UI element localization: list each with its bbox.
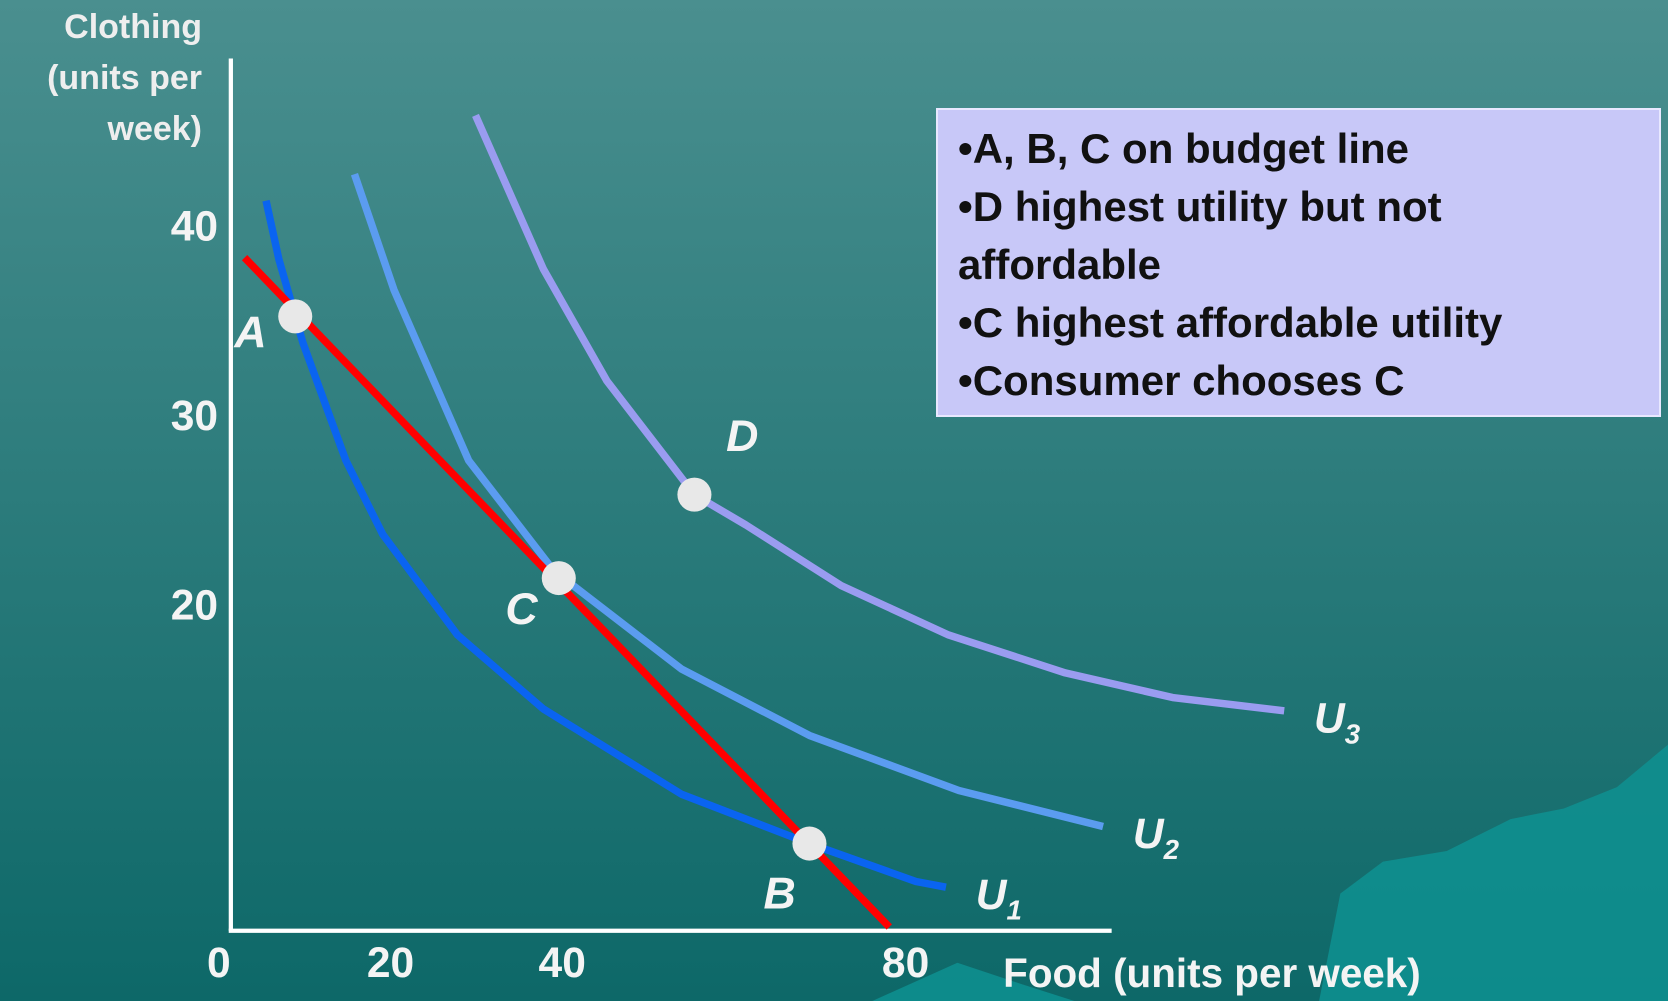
curve-label: U2 [1133, 810, 1180, 865]
curve-label-subscript: 2 [1163, 834, 1180, 865]
note-item: •Consumer chooses C [958, 352, 1649, 410]
note-item: •A, B, C on budget line [958, 120, 1649, 178]
x-tick-label: 0 [207, 939, 231, 987]
point [677, 478, 711, 512]
curve-label: U1 [976, 871, 1022, 926]
curve-label-subscript: 1 [1006, 895, 1021, 926]
x-axis-label: Food (units per week) [1003, 950, 1421, 996]
point-label: D [726, 412, 758, 461]
note-item: •C highest affordable utility [958, 294, 1649, 352]
indifference-curve [266, 201, 946, 887]
y-axis-label: Clothing (units per week) [2, 2, 202, 155]
curve-label-name: U [976, 871, 1008, 919]
point [278, 299, 312, 333]
curve-label-name: U [1314, 695, 1346, 743]
point [542, 561, 576, 595]
curve-label: U3 [1314, 695, 1361, 750]
slide: Food (units per week) 0204080203040U1U2U… [0, 0, 1668, 1001]
point [792, 827, 826, 861]
y-tick-label: 40 [171, 202, 218, 250]
x-tick-label: 20 [367, 939, 414, 987]
x-tick-label: 80 [882, 939, 929, 987]
note-box: •A, B, C on budget line•D highest utilit… [936, 108, 1661, 417]
curve-label-name: U [1133, 810, 1165, 858]
y-tick-label: 30 [171, 392, 218, 440]
point-label: A [233, 308, 266, 357]
point-label: B [764, 870, 796, 919]
x-tick-label: 40 [539, 939, 586, 987]
curve-label-subscript: 3 [1345, 719, 1361, 750]
point-label: C [505, 585, 538, 634]
y-tick-label: 20 [171, 582, 218, 630]
note-item: •D highest utility but not affordable [958, 178, 1649, 294]
